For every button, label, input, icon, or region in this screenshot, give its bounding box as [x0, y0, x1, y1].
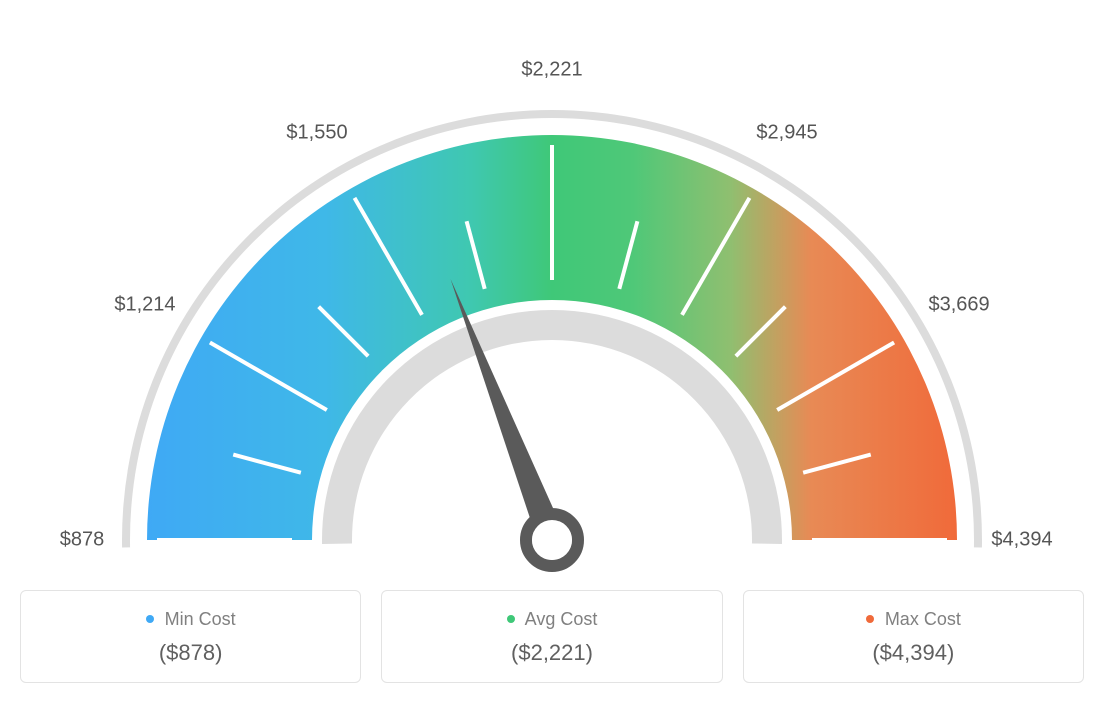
gauge-tick-label: $1,550 [286, 121, 347, 144]
gauge-tick-label: $878 [60, 529, 105, 552]
legend-avg-value: ($2,221) [392, 640, 711, 666]
legend-min-label: Min Cost [165, 609, 236, 629]
gauge-tick-label: $4,394 [991, 529, 1052, 552]
gauge-tick-label: $2,945 [756, 121, 817, 144]
legend-min-value: ($878) [31, 640, 350, 666]
dot-avg [507, 615, 515, 623]
legend-max-label: Max Cost [885, 609, 961, 629]
dot-max [866, 615, 874, 623]
gauge-tick-label: $1,214 [114, 294, 175, 317]
gauge-tick-label: $3,669 [928, 294, 989, 317]
legend-min: Min Cost ($878) [20, 590, 361, 683]
legend-avg: Avg Cost ($2,221) [381, 590, 722, 683]
gauge-tick-label: $2,221 [521, 59, 582, 82]
legend-max-value: ($4,394) [754, 640, 1073, 666]
legend-avg-label: Avg Cost [525, 609, 598, 629]
cost-gauge: $878 $1,214 $1,550 $2,221 $2,945 $3,669 $4,394 [20, 20, 1084, 580]
dot-min [146, 615, 154, 623]
legend-row: Min Cost ($878) Avg Cost ($2,221) Max Co… [20, 590, 1084, 683]
legend-max: Max Cost ($4,394) [743, 590, 1084, 683]
